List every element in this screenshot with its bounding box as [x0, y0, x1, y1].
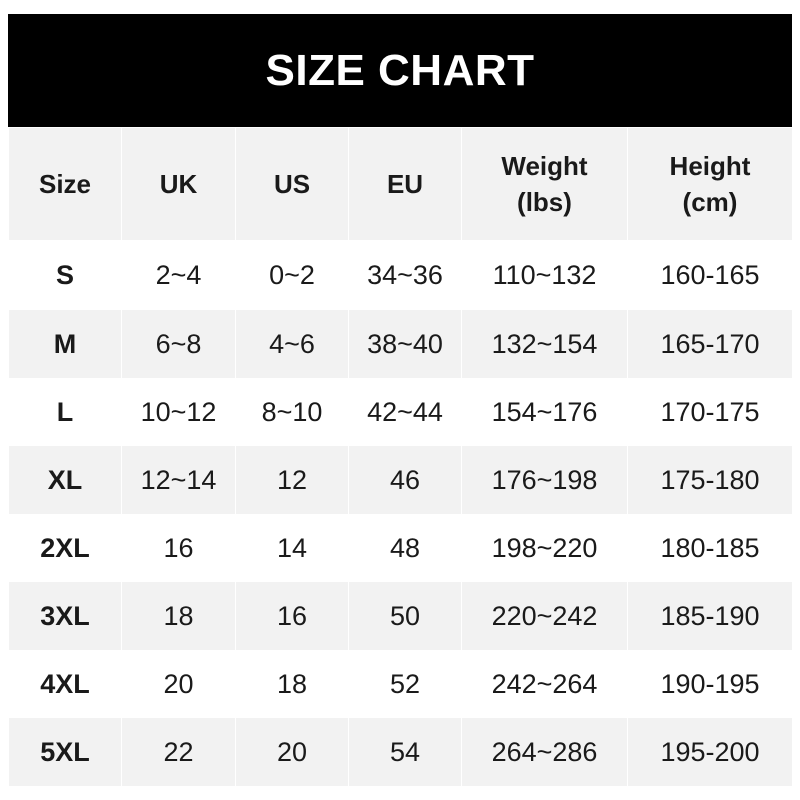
table-row: XL 12~14 12 46 176~198 175-180 — [8, 446, 793, 514]
table-row: 2XL 16 14 48 198~220 180-185 — [8, 514, 793, 582]
cell-uk: 20 — [121, 650, 236, 718]
cell-size: 2XL — [8, 514, 122, 582]
table-row: M 6~8 4~6 38~40 132~154 165-170 — [8, 310, 793, 378]
cell-size: XL — [8, 446, 122, 514]
column-header-height: Height (cm) — [627, 128, 793, 240]
cell-uk: 16 — [121, 514, 236, 582]
cell-us: 18 — [235, 650, 349, 718]
cell-weight: 154~176 — [461, 378, 628, 446]
column-header-uk: UK — [121, 128, 236, 240]
header-label: Height — [669, 151, 751, 181]
cell-size: M — [8, 310, 122, 378]
cell-weight: 242~264 — [461, 650, 628, 718]
column-header-size: Size — [8, 128, 122, 240]
cell-height: 165-170 — [627, 310, 793, 378]
cell-height: 185-190 — [627, 582, 793, 650]
cell-us: 0~2 — [235, 240, 349, 310]
cell-weight: 220~242 — [461, 582, 628, 650]
header-label: EU — [386, 169, 424, 199]
cell-height: 190-195 — [627, 650, 793, 718]
cell-eu: 54 — [348, 718, 462, 786]
cell-height: 160-165 — [627, 240, 793, 310]
cell-uk: 22 — [121, 718, 236, 786]
cell-height: 170-175 — [627, 378, 793, 446]
cell-us: 12 — [235, 446, 349, 514]
header-row: Size UK US EU Weight (lbs) Height (cm) — [8, 128, 793, 240]
cell-uk: 18 — [121, 582, 236, 650]
header-unit: (lbs) — [517, 187, 572, 217]
cell-eu: 42~44 — [348, 378, 462, 446]
cell-size: 5XL — [8, 718, 122, 786]
header-label: Size — [38, 169, 92, 199]
cell-us: 20 — [235, 718, 349, 786]
cell-eu: 34~36 — [348, 240, 462, 310]
cell-uk: 10~12 — [121, 378, 236, 446]
size-chart-table: Size UK US EU Weight (lbs) Height (cm) S 2~4 0~2 3… — [8, 128, 793, 786]
cell-weight: 132~154 — [461, 310, 628, 378]
cell-height: 175-180 — [627, 446, 793, 514]
cell-size: 3XL — [8, 582, 122, 650]
cell-us: 14 — [235, 514, 349, 582]
cell-weight: 110~132 — [461, 240, 628, 310]
header-label: Weight — [501, 151, 588, 181]
cell-size: 4XL — [8, 650, 122, 718]
cell-eu: 38~40 — [348, 310, 462, 378]
cell-uk: 6~8 — [121, 310, 236, 378]
cell-us: 8~10 — [235, 378, 349, 446]
table-row: L 10~12 8~10 42~44 154~176 170-175 — [8, 378, 793, 446]
cell-size: L — [8, 378, 122, 446]
cell-us: 4~6 — [235, 310, 349, 378]
cell-size: S — [8, 240, 122, 310]
cell-us: 16 — [235, 582, 349, 650]
cell-weight: 198~220 — [461, 514, 628, 582]
cell-weight: 176~198 — [461, 446, 628, 514]
cell-uk: 2~4 — [121, 240, 236, 310]
cell-height: 180-185 — [627, 514, 793, 582]
table-row: 5XL 22 20 54 264~286 195-200 — [8, 718, 793, 786]
cell-eu: 50 — [348, 582, 462, 650]
cell-height: 195-200 — [627, 718, 793, 786]
column-header-weight: Weight (lbs) — [461, 128, 628, 240]
column-header-us: US — [235, 128, 349, 240]
table-row: S 2~4 0~2 34~36 110~132 160-165 — [8, 240, 793, 310]
table-row: 3XL 18 16 50 220~242 185-190 — [8, 582, 793, 650]
cell-eu: 52 — [348, 650, 462, 718]
cell-uk: 12~14 — [121, 446, 236, 514]
table-row: 4XL 20 18 52 242~264 190-195 — [8, 650, 793, 718]
header-label: UK — [159, 169, 198, 199]
cell-weight: 264~286 — [461, 718, 628, 786]
header-unit: (cm) — [682, 187, 738, 217]
cell-eu: 48 — [348, 514, 462, 582]
size-chart-title: SIZE CHART — [8, 14, 792, 127]
header-label: US — [273, 169, 311, 199]
column-header-eu: EU — [348, 128, 462, 240]
cell-eu: 46 — [348, 446, 462, 514]
